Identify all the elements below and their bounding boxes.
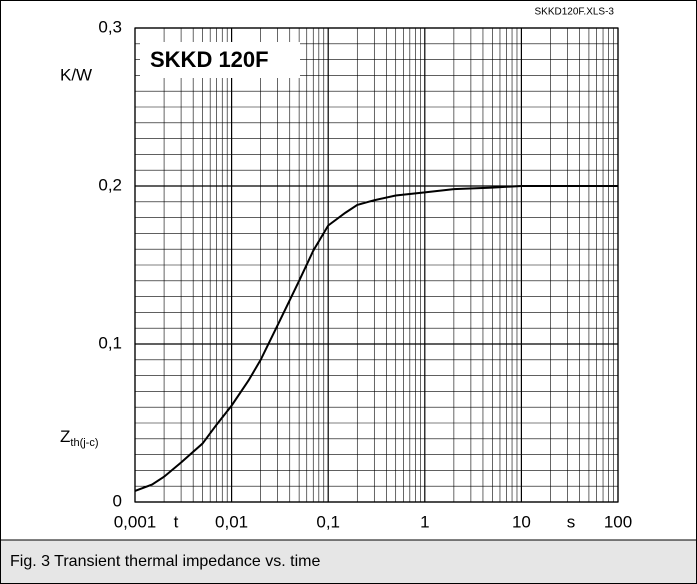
x-unit: s <box>567 512 576 531</box>
y-tick-label: 0,3 <box>98 17 122 36</box>
x-tick-label: 0,001 <box>114 512 157 531</box>
x-tick-label: 0,01 <box>215 512 248 531</box>
x-tick-label: 10 <box>512 512 531 531</box>
y-unit: K/W <box>60 65 92 84</box>
y-tick-label: 0,1 <box>98 333 122 352</box>
y-label-main: Z <box>60 427 70 446</box>
plot <box>134 27 619 503</box>
x-tick-label: 0,1 <box>316 512 340 531</box>
y-label: Zth(j-c) <box>60 427 99 448</box>
x-label: t <box>174 512 179 531</box>
y-tick-label: 0 <box>113 491 122 510</box>
caption-bar <box>1 540 696 583</box>
plot-border <box>134 27 619 503</box>
data-line <box>134 185 618 492</box>
x-tick-label: 1 <box>420 512 429 531</box>
chart-title: SKKD 120F <box>150 47 269 72</box>
title-box <box>140 42 300 78</box>
caption: Fig. 3 Transient thermal impedance vs. t… <box>10 553 320 570</box>
file-label: SKKD120F.XLS-3 <box>535 7 615 18</box>
y-label-sub: th(j-c) <box>70 437 98 449</box>
x-tick-label: 100 <box>604 512 632 531</box>
y-tick-label: 0,2 <box>98 175 122 194</box>
